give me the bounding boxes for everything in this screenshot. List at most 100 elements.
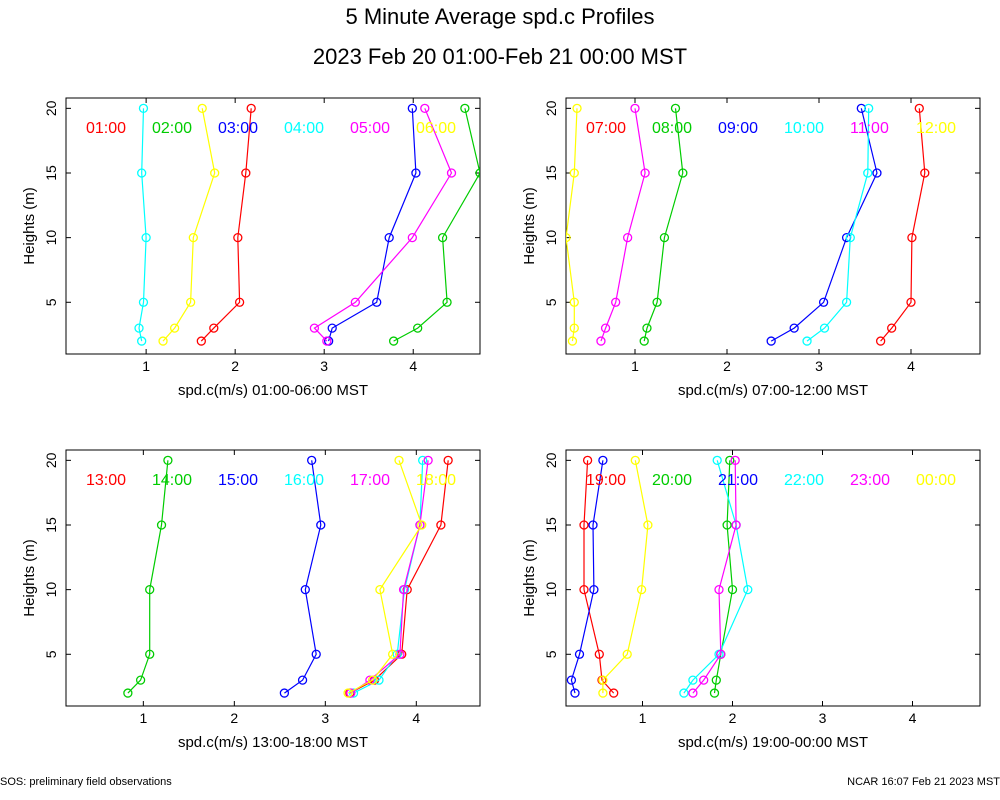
data-point-10:00: [863, 168, 873, 178]
data-point-19:00: [609, 688, 619, 698]
data-point-23:00: [688, 688, 698, 698]
series-line-10:00: [806, 108, 870, 342]
series-line-21:00: [570, 460, 604, 694]
data-point-20:00: [725, 455, 735, 465]
data-point-19:00: [579, 520, 589, 530]
data-point-00:00: [598, 675, 608, 685]
data-point-17:00: [365, 675, 375, 685]
data-point-13:00: [443, 455, 453, 465]
data-point-19:00: [582, 455, 593, 465]
y-tick-label: 15: [543, 517, 559, 533]
data-point-14:00: [135, 675, 146, 685]
data-point-14:00: [156, 520, 167, 530]
data-point-11:00: [611, 297, 621, 307]
legend-entry-16:00: 16:00: [284, 472, 324, 489]
chart-subtitle: 2023 Feb 20 01:00-Feb 21 00:00 MST: [312, 44, 688, 69]
data-point-15:00: [297, 675, 308, 685]
data-point-23:00: [731, 520, 741, 530]
data-point-20:00: [727, 584, 738, 595]
data-point-09:00: [818, 297, 829, 307]
legend-entry-14:00: 14:00: [152, 472, 192, 489]
data-point-22:00: [679, 688, 689, 698]
plot-frame: [565, 449, 981, 707]
y-axis-label: Heights (m): [21, 187, 38, 265]
series-line-00:00: [602, 460, 649, 694]
profile-panel-1: 1 2 3 4 5 10 15 20 spd.c(m/s) 01:00-06:00 MST Hei…: [21, 97, 481, 399]
data-point-17:00: [398, 584, 409, 595]
data-point-14:00: [145, 584, 155, 595]
series-group: [134, 103, 480, 346]
legend-entry-09:00: 09:00: [718, 120, 758, 137]
legend-entry-08:00: 08:00: [652, 120, 692, 137]
legend-entry-01:00: 01:00: [86, 120, 126, 137]
data-point-07:00: [914, 103, 924, 113]
series-line-16:00: [353, 460, 424, 694]
x-axis-label: spd.c(m/s) 19:00-00:00 MST: [678, 734, 868, 751]
data-point-14:00: [123, 688, 133, 698]
data-point-00:00: [636, 584, 647, 595]
data-point-20:00: [711, 675, 721, 685]
data-point-15:00: [279, 688, 290, 698]
data-point-04:00: [141, 232, 151, 243]
x-tick-label: 1: [639, 710, 647, 726]
data-point-01:00: [234, 297, 245, 307]
x-tick-label: 3: [819, 710, 827, 726]
legend-entry-00:00: 00:00: [916, 472, 956, 489]
data-point-10:00: [845, 232, 855, 243]
data-point-21:00: [598, 455, 608, 465]
chart-title: 5 Minute Average spd.c Profiles: [345, 4, 655, 29]
series-line-08:00: [643, 108, 684, 342]
legend-entry-02:00: 02:00: [152, 120, 192, 137]
data-point-11:00: [630, 103, 640, 113]
data-point-08:00: [639, 336, 649, 346]
data-point-23:00: [714, 584, 724, 595]
data-point-22:00: [688, 675, 698, 685]
legend-entry-10:00: 10:00: [784, 120, 824, 137]
x-axis-label: spd.c(m/s) 13:00-18:00 MST: [178, 734, 368, 751]
data-point-09:00: [789, 323, 799, 333]
y-tick-label: 20: [543, 100, 559, 116]
legend-entry-03:00: 03:00: [218, 120, 258, 137]
data-point-04:00: [138, 103, 149, 113]
data-point-08:00: [659, 232, 670, 243]
data-point-22:00: [743, 584, 753, 595]
data-point-15:00: [316, 520, 326, 530]
data-point-12:00: [567, 336, 578, 346]
legend-entry-23:00: 23:00: [850, 472, 890, 489]
data-point-10:00: [819, 323, 830, 333]
data-point-06:00: [185, 297, 196, 307]
data-point-15:00: [311, 649, 321, 659]
series-line-18:00: [347, 460, 423, 694]
data-point-02:00: [388, 336, 399, 346]
data-point-18:00: [394, 455, 404, 465]
data-point-03:00: [327, 323, 337, 333]
x-tick-label: 4: [412, 710, 420, 726]
data-point-06:00: [210, 168, 220, 178]
series-line-04:00: [138, 108, 147, 342]
y-tick-label: 5: [43, 650, 59, 658]
data-point-04:00: [134, 323, 144, 333]
x-tick-label: 2: [231, 358, 239, 374]
y-tick-label: 20: [43, 100, 59, 116]
x-tick-label: 4: [409, 358, 417, 374]
data-point-15:00: [300, 584, 310, 595]
legend-entry-15:00: 15:00: [218, 472, 258, 489]
data-point-10:00: [864, 103, 874, 113]
legend-entry-22:00: 22:00: [784, 472, 824, 489]
legend-entry-20:00: 20:00: [652, 472, 692, 489]
profile-panel-4: 1 2 3 4 5 10 15 20 spd.c(m/s) 19:00-00:00 MST Hei…: [521, 449, 981, 751]
data-point-07:00: [887, 323, 897, 333]
data-point-12:00: [572, 103, 582, 113]
x-tick-label: 3: [320, 358, 328, 374]
data-point-21:00: [566, 675, 577, 685]
series-line-03:00: [328, 108, 417, 342]
plot-frame: [65, 97, 481, 355]
data-point-12:00: [569, 297, 579, 307]
series-line-01:00: [200, 108, 252, 342]
data-point-14:00: [145, 649, 155, 659]
y-axis-label: Heights (m): [521, 539, 538, 617]
data-point-07:00: [906, 297, 916, 307]
x-tick-label: 1: [142, 358, 150, 374]
data-point-11:00: [622, 232, 633, 243]
legend-entry-11:00: 11:00: [850, 120, 889, 137]
